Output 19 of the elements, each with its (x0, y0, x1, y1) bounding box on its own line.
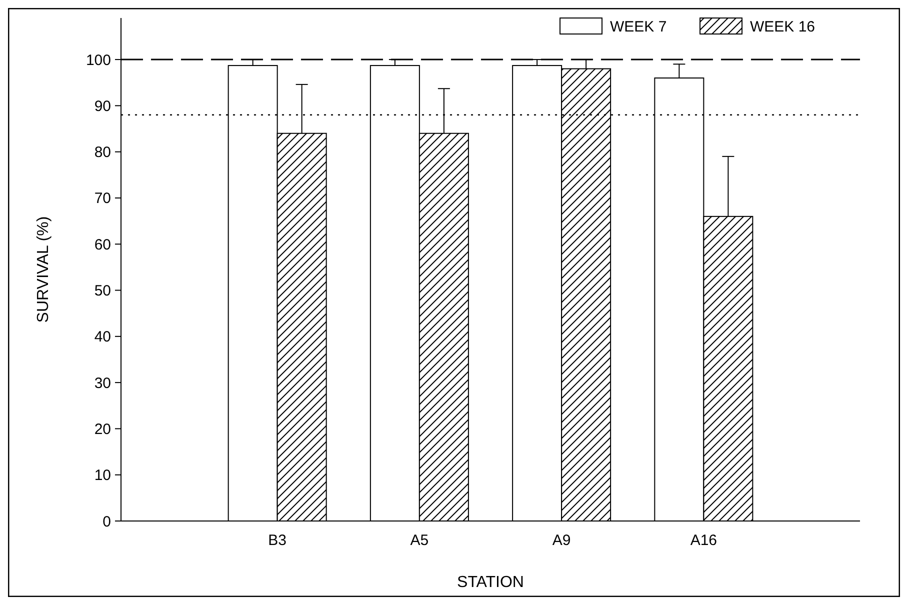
y-axis-title: SURVIVAL (%) (35, 216, 52, 323)
y-tick-label: 60 (94, 236, 111, 254)
y-tick-label: 90 (94, 98, 111, 115)
x-tick-label: B3 (268, 532, 287, 549)
legend-label: WEEK 7 (610, 18, 667, 36)
x-axis-title: STATION (457, 574, 524, 591)
y-tick-label: 50 (94, 282, 111, 300)
y-tick-label: 30 (94, 374, 111, 392)
y-tick-label: 100 (86, 52, 111, 69)
y-tick-label: 70 (94, 190, 111, 208)
y-tick-label: 80 (94, 144, 111, 162)
legend-label: WEEK 16 (750, 18, 816, 36)
x-tick-label: A16 (690, 532, 718, 549)
y-tick-label: 40 (94, 328, 111, 346)
y-tick-label: 10 (94, 467, 111, 484)
y-tick-label: 0 (102, 513, 111, 530)
x-tick-label: A5 (410, 532, 429, 549)
y-tick-label: 20 (94, 420, 111, 438)
x-tick-label: A9 (552, 532, 571, 549)
